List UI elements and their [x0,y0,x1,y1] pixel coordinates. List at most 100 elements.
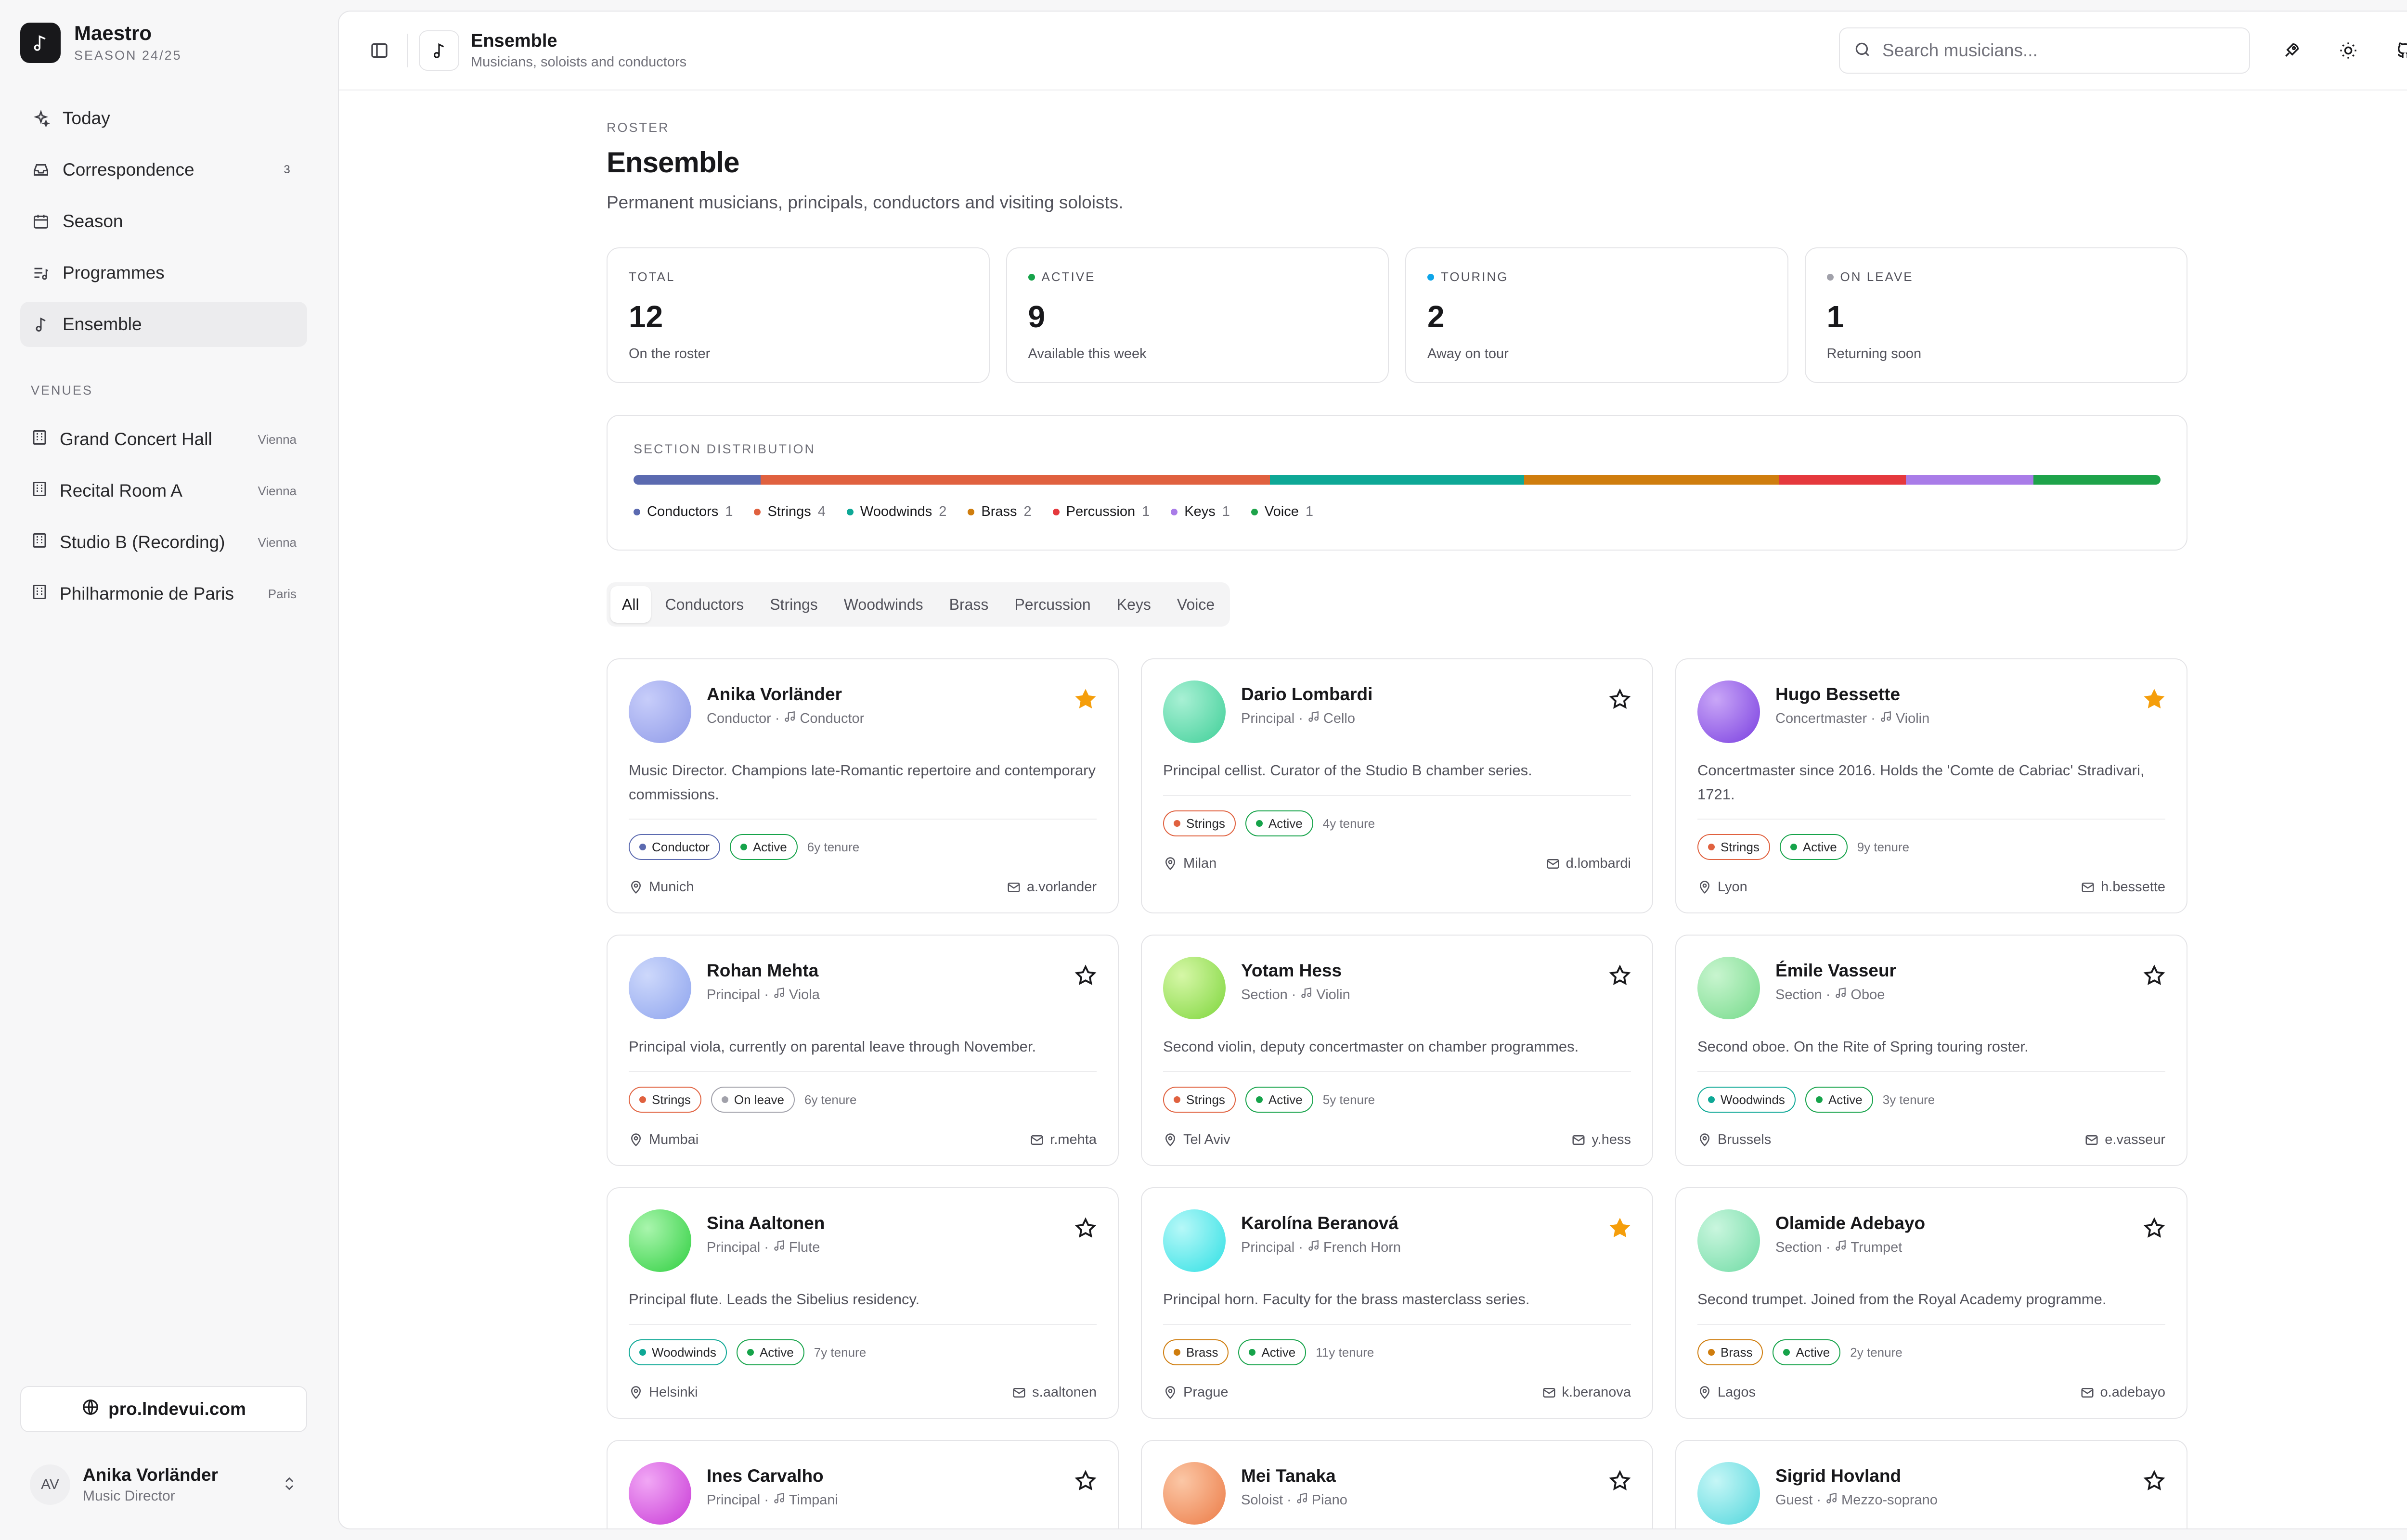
musician-card[interactable]: Anika Vorländer Conductor · Conductor Music … [607,658,1119,914]
musician-card[interactable]: Yotam Hess Section · Violin Second violin, d… [1141,935,1653,1167]
tab-brass[interactable]: Brass [949,595,989,613]
star-icon[interactable] [2143,1217,2165,1239]
instrument-label: French Horn [1323,1239,1401,1255]
email-handle[interactable]: e.vasseur [2084,1132,2165,1148]
musician-info: Anika Vorländer Conductor · Conductor [707,680,864,727]
card-header: Olamide Adebayo Section · Trumpet [1697,1209,2165,1272]
section-distribution-card: SECTION DISTRIBUTION Conductors 1 Strings 4… [607,415,2187,551]
venue-item[interactable]: Philharmonie de Paris Paris [20,571,307,616]
nav-item-correspondence[interactable]: Correspondence 3 [20,147,307,192]
tab-keys[interactable]: Keys [1116,595,1151,613]
instrument-label: Timpani [789,1492,838,1508]
location: Munich [629,879,694,895]
musician-card[interactable]: Mei Tanaka Soloist · Piano [1141,1440,1653,1528]
musician-grid: Anika Vorländer Conductor · Conductor Music … [607,658,2187,1528]
status-label: On leave [734,1092,784,1107]
star-icon[interactable] [1074,688,1097,710]
status-label: Active [1268,816,1303,831]
email-handle[interactable]: a.vorlander [1007,879,1097,895]
sidebar-toggle-button[interactable] [362,33,397,68]
musician-card[interactable]: Sigrid Hovland Guest · Mezzo-soprano [1675,1440,2187,1528]
github-icon[interactable] [2388,33,2407,68]
nav-item-programmes[interactable]: Programmes [20,250,307,295]
legend-label: Voice [1264,504,1299,519]
section-dot [1708,1096,1715,1104]
nav-item-ensemble[interactable]: Ensemble [20,302,307,347]
rocket-icon[interactable] [2274,33,2309,68]
star-icon[interactable] [1074,1217,1097,1239]
rank-label: Principal [1241,1239,1295,1255]
avatar [1163,1209,1226,1272]
musician-card[interactable]: Émile Vasseur Section · Oboe Second oboe. On… [1675,935,2187,1167]
musician-name: Hugo Bessette [1775,684,1901,704]
star-icon[interactable] [1609,964,1631,987]
building-icon [31,532,48,553]
musician-name: Sigrid Hovland [1775,1466,1902,1486]
strings-segment [761,475,1270,485]
tab-all[interactable]: All [610,586,651,623]
musician-card[interactable]: Olamide Adebayo Section · Trumpet Second tru… [1675,1187,2187,1419]
divider [1697,1324,2165,1325]
star-icon[interactable] [2143,1470,2165,1492]
email-handle[interactable]: d.lombardi [1546,856,1631,872]
search-icon [1853,40,1872,61]
tab-strings[interactable]: Strings [770,595,818,613]
brand[interactable]: Maestro SEASON 24/25 [20,22,182,63]
musician-bio: Second violin, deputy concertmaster on c… [1163,1038,1579,1055]
email-handle[interactable]: k.beranova [1542,1385,1631,1400]
map-pin-icon [1697,880,1712,895]
tag-row: Woodwinds Active 7y tenure [629,1339,1097,1366]
handle-label: r.mehta [1050,1132,1097,1148]
star-icon[interactable] [1609,1217,1631,1239]
email-handle[interactable]: s.aaltonen [1012,1385,1097,1400]
tab-voice[interactable]: Voice [1177,595,1215,613]
venue-item[interactable]: Studio B (Recording) Vienna [20,520,307,565]
separator: · [1298,710,1303,726]
email-handle[interactable]: o.adebayo [2080,1385,2165,1400]
avatar [1163,957,1226,1020]
tab-conductors[interactable]: Conductors [665,595,744,613]
tenure-label: 4y tenure [1322,816,1375,831]
brass-segment [1524,475,1779,485]
musician-card[interactable]: Rohan Mehta Principal · Viola Principal viol… [607,935,1119,1167]
stat-label: ACTIVE [1041,270,1096,284]
musician-card[interactable]: Sina Aaltonen Principal · Flute Principal fl… [607,1187,1119,1419]
search-input[interactable] [1882,40,2229,61]
user-menu[interactable]: AV Anika Vorländer Music Director [20,1458,307,1511]
star-icon[interactable] [2143,688,2165,710]
musician-card[interactable]: Ines Carvalho Principal · Timpani [607,1440,1119,1528]
nav-item-season[interactable]: Season [20,199,307,244]
search-box[interactable] [1839,27,2250,74]
musician-bio: Principal flute. Leads the Sibelius resi… [629,1291,920,1308]
venues-heading: VENUES [31,383,93,398]
tab-woodwinds[interactable]: Woodwinds [843,595,923,613]
email-handle[interactable]: r.mehta [1030,1132,1097,1148]
star-icon[interactable] [1609,1470,1631,1492]
status-badge: On leave [711,1087,795,1113]
mail-icon [1571,1133,1586,1147]
email-handle[interactable]: y.hess [1571,1132,1631,1148]
star-icon[interactable] [1609,688,1631,710]
email-handle[interactable]: h.bessette [2081,879,2165,895]
sun-icon[interactable] [2331,33,2366,68]
star-icon[interactable] [1074,964,1097,987]
musician-card[interactable]: Dario Lombardi Principal · Cello Principal c… [1141,658,1653,914]
venue-item[interactable]: Grand Concert Hall Vienna [20,417,307,462]
separator: · [764,987,769,1002]
divider [629,1071,1097,1073]
section-label: Strings [1186,1092,1225,1107]
promo-link[interactable]: pro.lndevui.com [20,1386,307,1432]
avatar [1697,1209,1760,1272]
star-icon[interactable] [2143,964,2165,987]
section-dot [639,1349,646,1356]
venue-city: Vienna [258,535,297,550]
stat-card-touring: TOURING 2 Away on tour [1405,247,1788,383]
star-icon[interactable] [1074,1470,1097,1492]
musician-card[interactable]: Hugo Bessette Concertmaster · Violin Concert… [1675,658,2187,914]
tab-percussion[interactable]: Percussion [1014,595,1091,613]
musician-card[interactable]: Karolína Beranová Principal · French Horn Pr… [1141,1187,1653,1419]
separator: · [764,1239,769,1255]
venue-item[interactable]: Recital Room A Vienna [20,468,307,513]
nav-item-today[interactable]: Today [20,96,307,141]
status-label: Active [1802,839,1837,854]
